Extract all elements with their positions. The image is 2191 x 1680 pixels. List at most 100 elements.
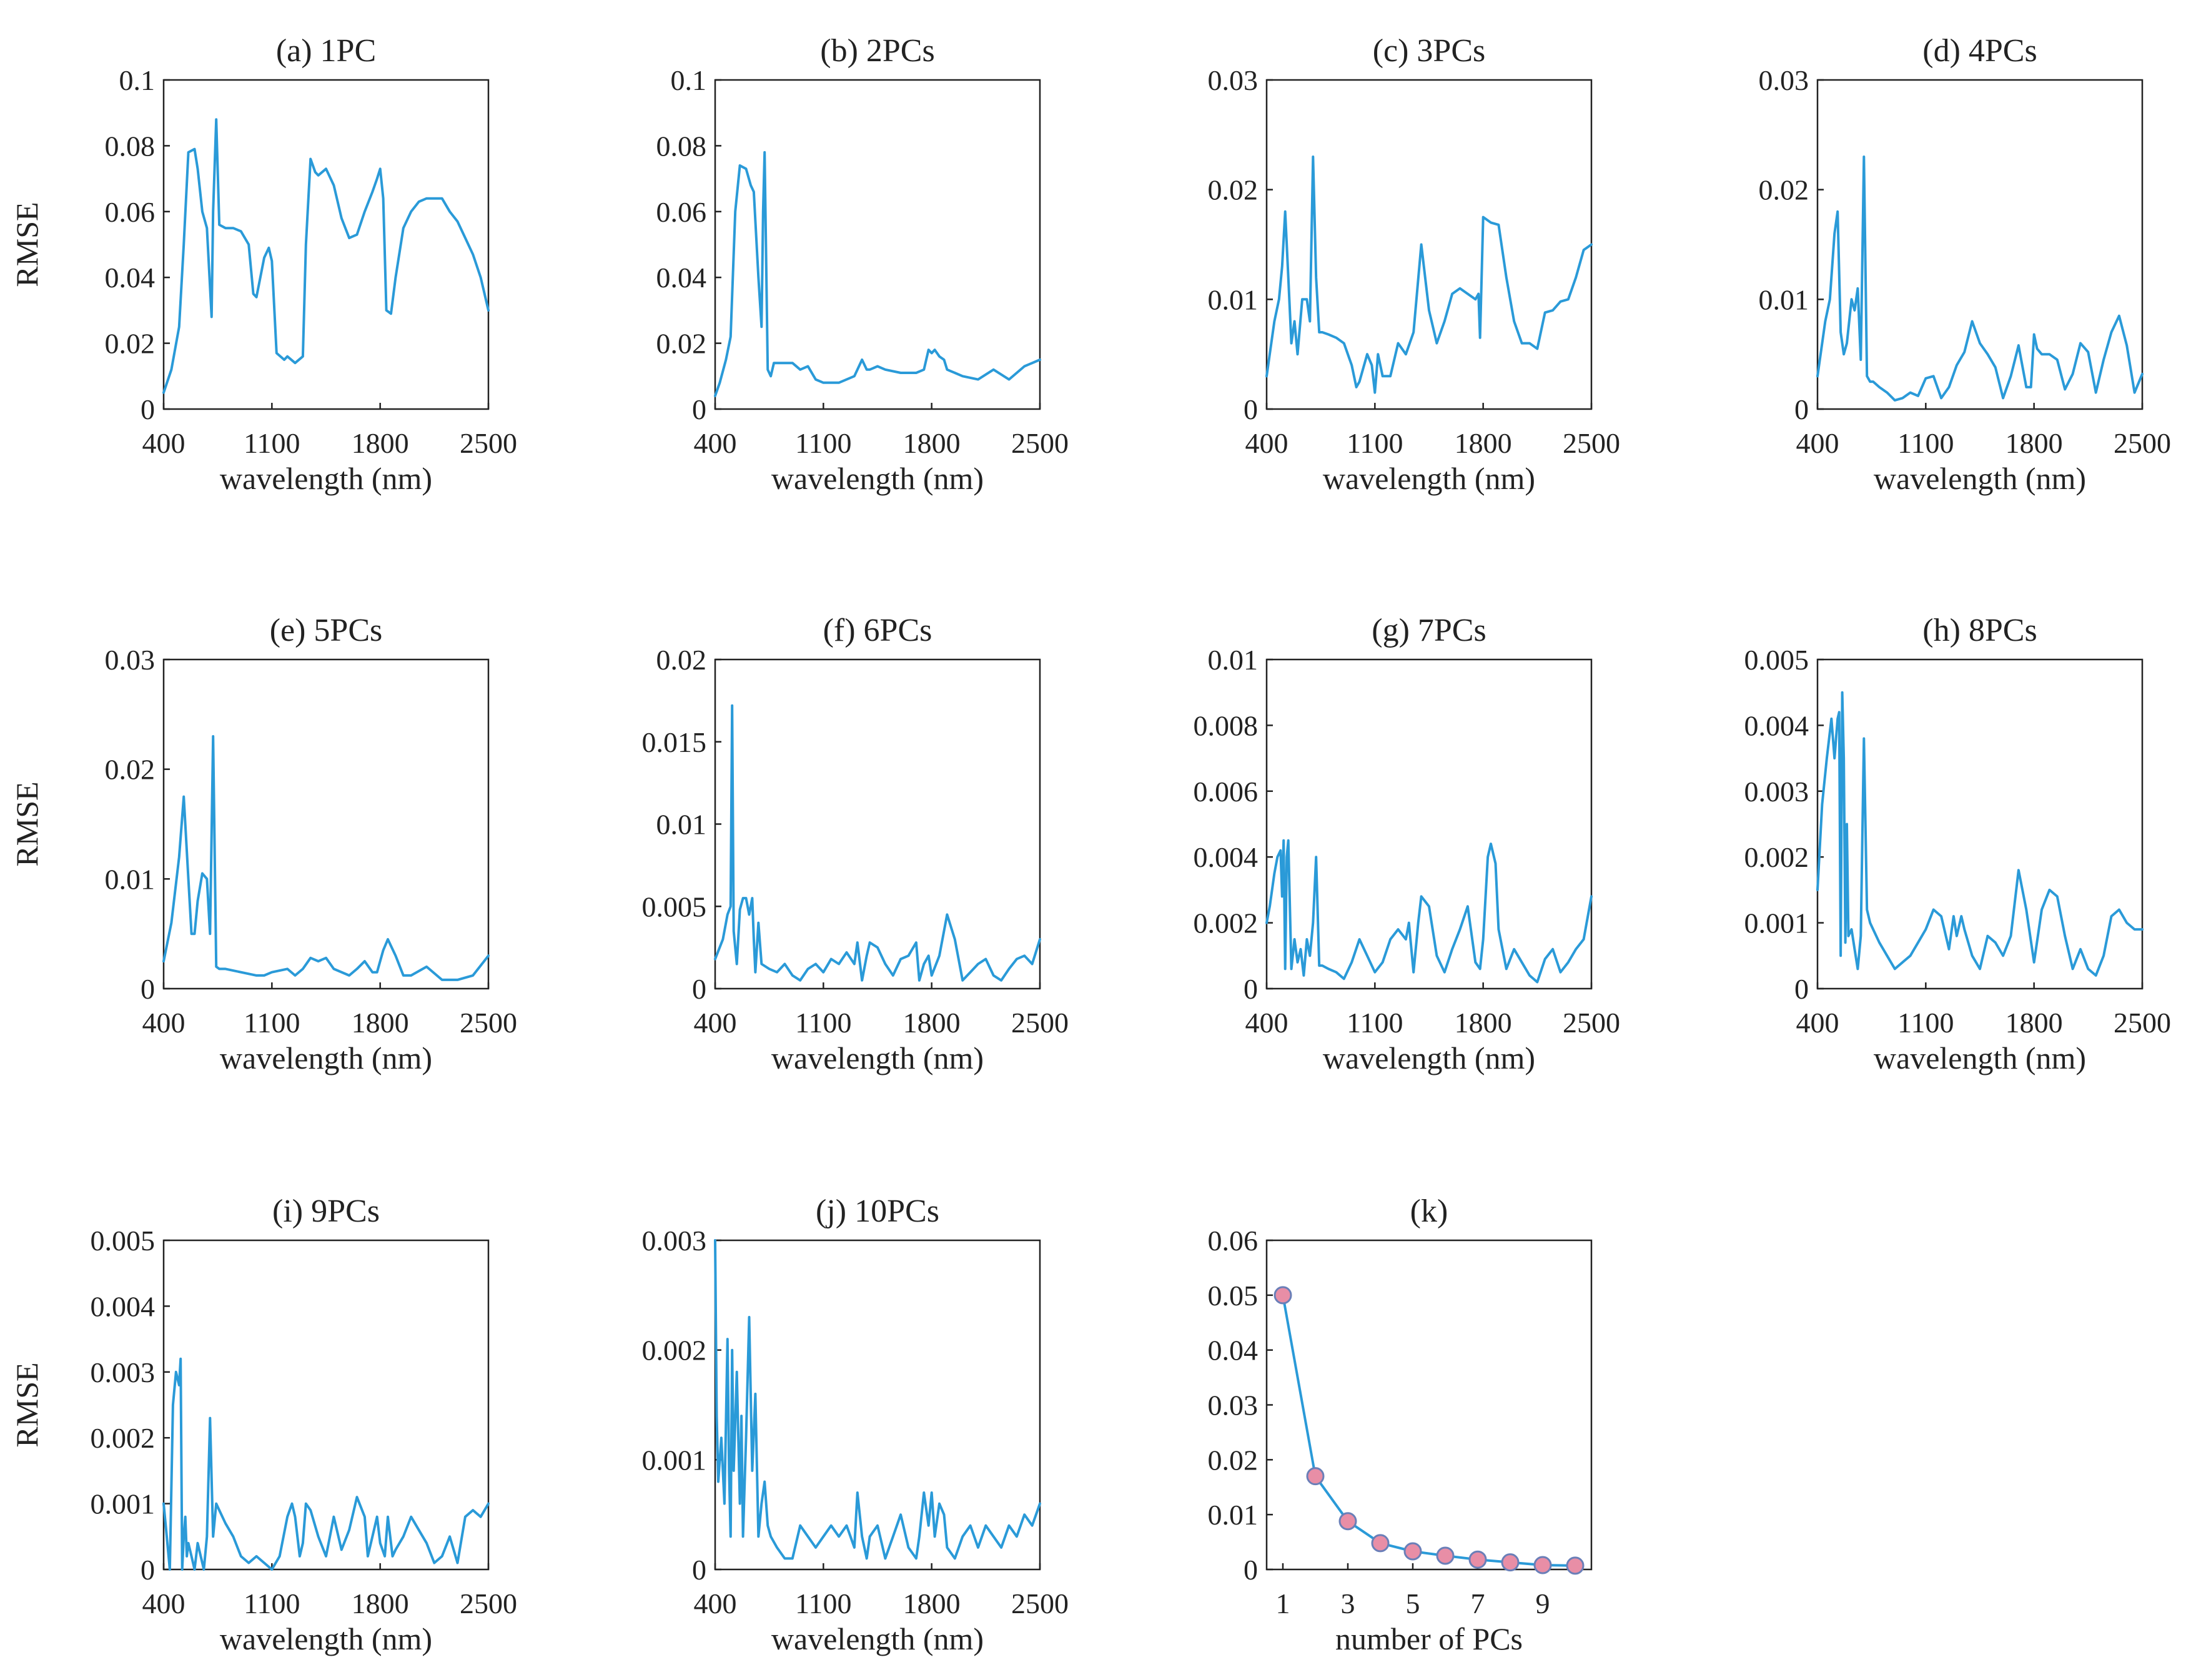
x-tick-label: 1800	[1455, 427, 1512, 459]
y-tick-label: 0.03	[1208, 1390, 1259, 1421]
x-axis-label: wavelength (nm)	[220, 1040, 432, 1075]
x-tick-label: 1	[1276, 1588, 1290, 1619]
series-line	[1816, 691, 2144, 977]
x-tick-label: 400	[1245, 1007, 1288, 1039]
chart-title: (g) 7PCs	[1372, 613, 1486, 648]
x-axis-label: wavelength (nm)	[1323, 1040, 1535, 1075]
chart-title: (c) 3PCs	[1373, 33, 1486, 69]
plot-frame	[1265, 658, 1593, 990]
y-tick-label: 0.02	[1208, 1444, 1259, 1476]
x-tick-label: 2500	[460, 1007, 517, 1039]
y-tick-label: 0.02	[1759, 174, 1809, 206]
x-tick-label: 1800	[903, 1007, 961, 1039]
y-tick-label: 0.01	[1208, 644, 1259, 676]
x-tick-label: 2500	[460, 427, 517, 459]
chart-title: (h) 8PCs	[1922, 613, 2037, 648]
x-axis-label: wavelength (nm)	[771, 1040, 984, 1075]
data-point-marker	[1403, 1542, 1422, 1561]
y-tick-label: 0	[692, 1554, 706, 1586]
y-tick-label: 0.06	[656, 196, 707, 228]
x-axis-label: wavelength (nm)	[771, 1621, 984, 1656]
y-tick-label: 0.04	[656, 262, 707, 294]
series-line	[714, 704, 1041, 982]
y-tick-label: 0.004	[1744, 709, 1809, 741]
chart-title: (d) 4PCs	[1922, 33, 2037, 69]
chart-panel-5: (e) 5PCs 0 0.01 0.02 0.03 400 1100 1800 2500 wave…	[9, 613, 517, 1075]
x-tick-label: 2500	[1563, 1007, 1620, 1039]
plot-frame	[714, 658, 1041, 990]
data-point-marker	[1371, 1534, 1390, 1553]
data-point-marker	[1566, 1556, 1585, 1575]
x-axis-label: wavelength (nm)	[1874, 461, 2086, 496]
y-tick-label: 0.06	[105, 196, 156, 228]
y-tick-label: 0.008	[1194, 709, 1259, 741]
x-tick-label: 1800	[2006, 1007, 2063, 1039]
x-tick-label: 400	[1796, 427, 1839, 459]
chart-panel-8: (h) 8PCs 0 0.001 0.002 0.003 0.004 0.005 400 110…	[1744, 613, 2172, 1075]
series-line	[714, 1239, 1041, 1560]
y-tick-label: 0.02	[105, 754, 156, 786]
x-tick-label: 1100	[1897, 427, 1954, 459]
series-line	[162, 118, 490, 394]
y-tick-label: 0	[692, 973, 706, 1005]
y-axis-label: RMSE	[9, 1362, 44, 1447]
y-tick-label: 0	[141, 1554, 155, 1586]
x-tick-label: 400	[142, 1007, 185, 1039]
y-tick-label: 0.06	[1208, 1225, 1259, 1257]
y-tick-label: 0.002	[1194, 907, 1259, 939]
y-tick-label: 0.01	[1208, 1499, 1259, 1531]
x-tick-label: 1800	[1455, 1007, 1512, 1039]
y-tick-label: 0.002	[1744, 841, 1809, 873]
x-tick-label: 1100	[1897, 1007, 1954, 1039]
x-tick-label: 1100	[1347, 1007, 1403, 1039]
y-tick-label: 0	[692, 393, 706, 425]
x-tick-label: 1800	[352, 427, 409, 459]
x-tick-label: 2500	[2114, 1007, 2171, 1039]
x-tick-label: 1800	[2006, 427, 2063, 459]
x-tick-label: 400	[1796, 1007, 1839, 1039]
chart-panel-7: (g) 7PCs 0 0.002 0.004 0.006 0.008 0.01 400 1100…	[1194, 613, 1621, 1075]
x-tick-label: 1800	[352, 1007, 409, 1039]
x-tick-label: 5	[1406, 1588, 1420, 1619]
y-tick-label: 0	[1794, 393, 1809, 425]
series-line	[1282, 1293, 1576, 1567]
y-tick-label: 0	[1244, 1554, 1258, 1586]
y-tick-label: 0.1	[671, 64, 707, 96]
chart-title: (j) 10PCs	[816, 1193, 939, 1229]
x-axis-label: wavelength (nm)	[1874, 1040, 2086, 1075]
y-tick-label: 0.01	[105, 863, 156, 895]
x-tick-label: 2500	[1011, 1588, 1069, 1619]
x-tick-label: 1100	[795, 427, 851, 459]
x-tick-label: 2500	[1011, 1007, 1069, 1039]
data-point-marker	[1501, 1553, 1520, 1572]
chart-title: (f) 6PCs	[823, 613, 932, 648]
y-tick-label: 0.005	[1744, 644, 1809, 676]
y-axis-label: RMSE	[9, 781, 44, 866]
chart-title: (i) 9PCs	[272, 1193, 380, 1229]
chart-title: (b) 2PCs	[820, 33, 934, 69]
data-point-marker	[1468, 1550, 1487, 1569]
x-axis-label: number of PCs	[1335, 1621, 1523, 1656]
chart-panel-11: (k) 0 0.01 0.02 0.03 0.04 0.05 0.06 1 3 5 7 9 number …	[1208, 1193, 1593, 1656]
x-tick-label: 400	[1245, 427, 1288, 459]
y-tick-label: 0.02	[105, 328, 156, 360]
y-tick-label: 0.005	[91, 1225, 156, 1257]
x-tick-label: 400	[694, 1007, 737, 1039]
x-tick-label: 1800	[352, 1588, 409, 1619]
series-line	[1816, 156, 2144, 402]
data-point-marker	[1338, 1512, 1357, 1531]
y-tick-label: 0	[1244, 973, 1258, 1005]
x-axis-label: wavelength (nm)	[771, 461, 984, 496]
x-tick-label: 2500	[1011, 427, 1069, 459]
chart-title: (e) 5PCs	[270, 613, 383, 648]
chart-panel-3: (c) 3PCs 0 0.01 0.02 0.03 400 1100 1800 2500 wave…	[1208, 33, 1621, 496]
y-tick-label: 0.003	[642, 1225, 707, 1257]
y-tick-label: 0.03	[105, 644, 156, 676]
y-tick-label: 0	[1244, 393, 1258, 425]
x-axis-label: wavelength (nm)	[220, 461, 432, 496]
y-tick-label: 0.001	[1744, 907, 1809, 939]
y-tick-label: 0.001	[642, 1444, 707, 1476]
series-line	[162, 1357, 490, 1571]
y-tick-label: 0.01	[1759, 284, 1809, 315]
